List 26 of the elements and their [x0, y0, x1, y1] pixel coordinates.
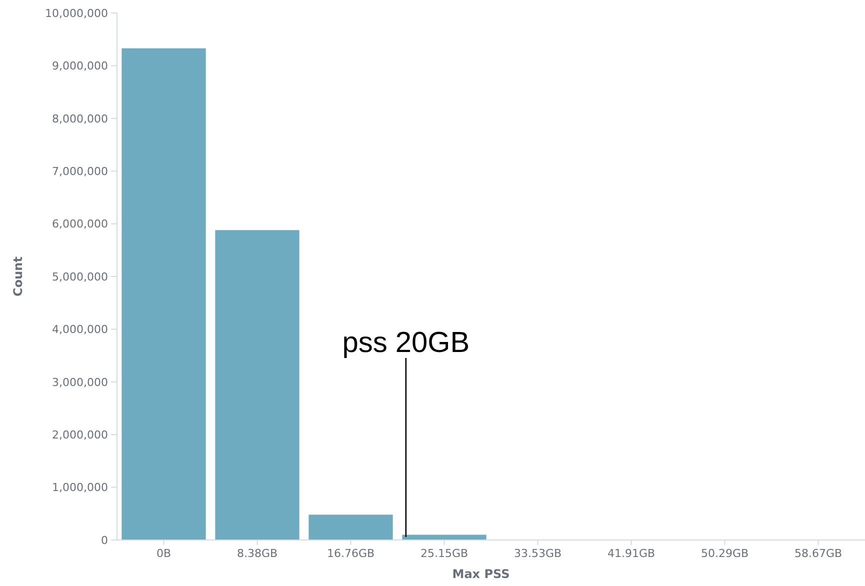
y-tick-label: 9,000,000: [52, 60, 108, 73]
x-tick-label: 41.91GB: [607, 547, 656, 560]
bar: [122, 48, 206, 540]
y-axis-title: Count: [11, 256, 25, 296]
x-tick-label: 8.38GB: [236, 547, 278, 560]
y-tick-label: 3,000,000: [52, 376, 108, 389]
y-tick-label: 6,000,000: [52, 218, 108, 231]
annotation: pss 20GB: [342, 327, 470, 359]
y-tick-label: 0: [101, 534, 108, 547]
x-tick-label: 0B: [156, 547, 172, 560]
y-tick-label: 10,000,000: [45, 6, 108, 20]
x-tick-label: 33.53GB: [514, 547, 562, 560]
x-axis-title: Max PSS: [452, 567, 510, 581]
y-tick-label: 8,000,000: [52, 112, 108, 126]
bar: [308, 514, 393, 540]
x-tick-label: 25.15GB: [420, 547, 468, 560]
y-tick-label: 5,000,000: [52, 270, 108, 284]
y-tick-label: 7,000,000: [52, 164, 108, 178]
x-tick-label: 16.76GB: [326, 547, 375, 560]
bar: [215, 230, 300, 540]
y-tick-label: 2,000,000: [52, 428, 108, 442]
y-tick-label: 4,000,000: [52, 323, 108, 336]
x-tick-label: 58.67GB: [794, 547, 842, 560]
x-tick-label: 50.29GB: [700, 547, 749, 560]
bar: [402, 534, 486, 540]
y-tick-label: 1,000,000: [52, 481, 108, 494]
